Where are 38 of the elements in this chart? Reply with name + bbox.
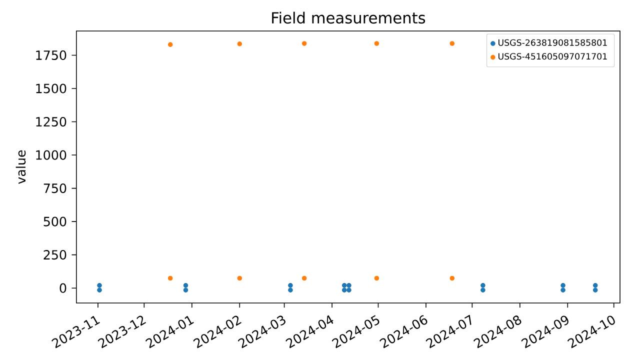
y-tick-label: 750 <box>44 183 66 194</box>
point <box>480 283 486 288</box>
point <box>237 276 242 281</box>
point <box>560 283 566 288</box>
point <box>592 288 598 292</box>
point <box>183 283 188 288</box>
point <box>450 41 455 46</box>
point <box>302 41 307 46</box>
y-tick-label: 1000 <box>36 150 66 160</box>
y-tick-label: 500 <box>44 216 66 226</box>
point <box>302 276 307 281</box>
legend-label: USGS-263819081585801 <box>498 39 607 46</box>
point <box>342 283 347 288</box>
point <box>560 288 566 292</box>
chart-title: Field measurements <box>272 12 426 24</box>
y-axis-title: value <box>16 150 26 184</box>
point <box>374 41 380 46</box>
point <box>346 283 352 288</box>
point <box>346 288 352 292</box>
point <box>288 288 293 292</box>
point <box>592 283 598 288</box>
point <box>374 276 380 281</box>
point <box>97 288 102 292</box>
point <box>237 42 242 46</box>
y-tick-label: 250 <box>44 250 66 260</box>
point <box>450 276 455 281</box>
y-tick-label: 1750 <box>36 50 66 60</box>
point <box>288 283 293 288</box>
point <box>168 42 173 47</box>
legend-label: USGS-451605097071701 <box>498 53 607 60</box>
point <box>97 283 102 288</box>
y-tick-label: 1250 <box>36 116 66 127</box>
y-tick-label: 1500 <box>36 84 66 94</box>
point <box>168 276 173 281</box>
point <box>480 288 486 292</box>
point <box>183 288 188 292</box>
y-tick-label: 0 <box>60 283 66 293</box>
point <box>342 288 347 292</box>
